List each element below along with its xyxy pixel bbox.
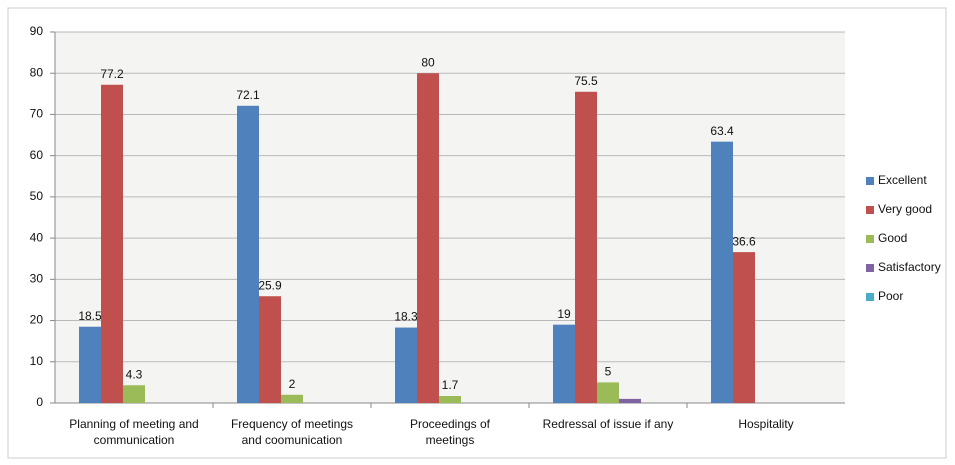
x-tick-label: Frequency of meetings [231, 417, 353, 431]
bar [79, 326, 101, 403]
bar [281, 394, 303, 403]
bar [575, 91, 597, 404]
bar [711, 141, 733, 403]
bar [123, 385, 145, 403]
legend-swatch [866, 206, 874, 214]
x-tick-label: meetings [426, 433, 475, 447]
y-tick-label: 0 [36, 395, 43, 409]
x-tick-label: Redressal of issue if any [543, 417, 674, 431]
bar [553, 324, 575, 403]
legend-swatch [866, 235, 874, 243]
data-label: 18.5 [78, 309, 102, 323]
y-tick-label: 80 [30, 65, 44, 79]
y-tick-label: 60 [30, 148, 44, 162]
legend-label: Excellent [878, 173, 927, 187]
y-tick-label: 50 [30, 189, 44, 203]
data-label: 80 [421, 55, 435, 69]
bar [395, 327, 417, 403]
x-tick-label: Proceedings of [410, 417, 491, 431]
bar [733, 252, 755, 403]
y-tick-label: 30 [30, 272, 44, 286]
legend-swatch [866, 293, 874, 301]
data-label: 19 [557, 307, 571, 321]
y-tick-label: 70 [30, 107, 44, 121]
data-label: 63.4 [710, 124, 734, 138]
data-label: 25.9 [258, 278, 282, 292]
x-tick-label: communication [94, 433, 175, 447]
bar [417, 73, 439, 403]
bar [237, 105, 259, 403]
data-label: 77.2 [100, 67, 124, 81]
legend-label: Good [878, 231, 907, 245]
legend-label: Very good [878, 202, 932, 216]
x-tick-label: and coomunication [242, 433, 343, 447]
data-label: 36.6 [732, 234, 756, 248]
y-tick-label: 90 [30, 24, 44, 38]
bar [259, 296, 281, 403]
x-tick-label: Planning of meeting and [69, 417, 198, 431]
data-label: 72.1 [236, 88, 260, 102]
legend-swatch [866, 264, 874, 272]
legend-label: Poor [878, 289, 903, 303]
data-label: 1.7 [442, 378, 459, 392]
data-label: 5 [605, 365, 612, 379]
data-label: 2 [289, 377, 296, 391]
legend-swatch [866, 177, 874, 185]
data-label: 18.3 [394, 310, 418, 324]
y-tick-label: 20 [30, 313, 44, 327]
bar [439, 395, 461, 403]
bar [597, 382, 619, 403]
y-tick-label: 10 [30, 354, 44, 368]
y-tick-label: 40 [30, 230, 44, 244]
bar [619, 398, 641, 403]
legend-label: Satisfactory [878, 260, 941, 274]
bar [101, 84, 123, 404]
data-label: 75.5 [574, 74, 598, 88]
x-tick-label: Hospitality [738, 417, 793, 431]
data-label: 4.3 [126, 367, 143, 381]
